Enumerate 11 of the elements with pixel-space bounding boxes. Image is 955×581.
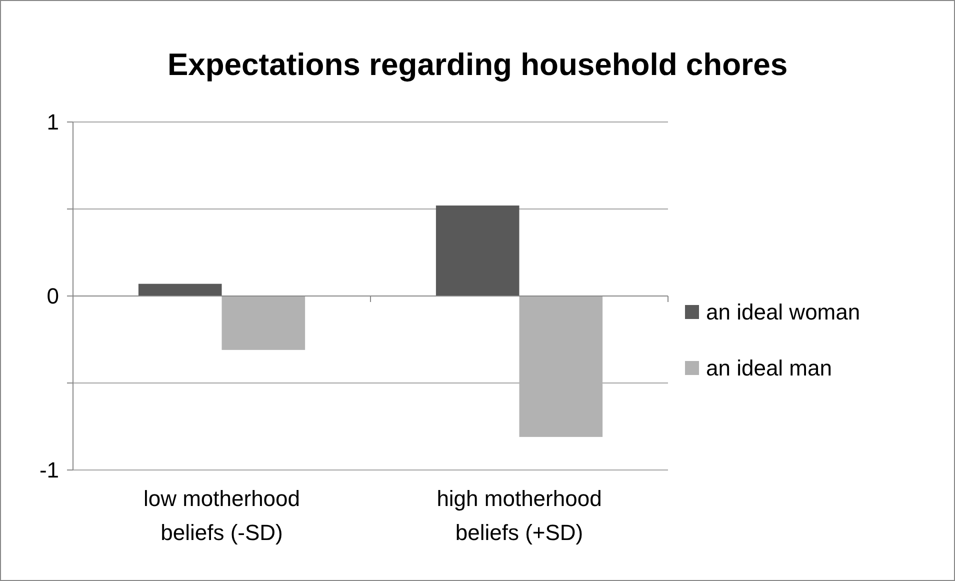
bar	[436, 206, 520, 296]
bar	[222, 296, 306, 350]
x-tick-label: high motherhood beliefs (+SD)	[436, 486, 602, 545]
bar	[138, 284, 222, 296]
y-tick-label: 0	[46, 284, 59, 309]
legend-label: an ideal woman	[706, 300, 860, 325]
y-tick-label: -1	[39, 458, 59, 483]
chart-title: Expectations regarding household chores	[167, 47, 788, 82]
legend-label: an ideal man	[706, 356, 832, 381]
x-tick-label: low motherhood beliefs (-SD)	[143, 486, 300, 545]
y-tick-label: 1	[46, 110, 59, 135]
